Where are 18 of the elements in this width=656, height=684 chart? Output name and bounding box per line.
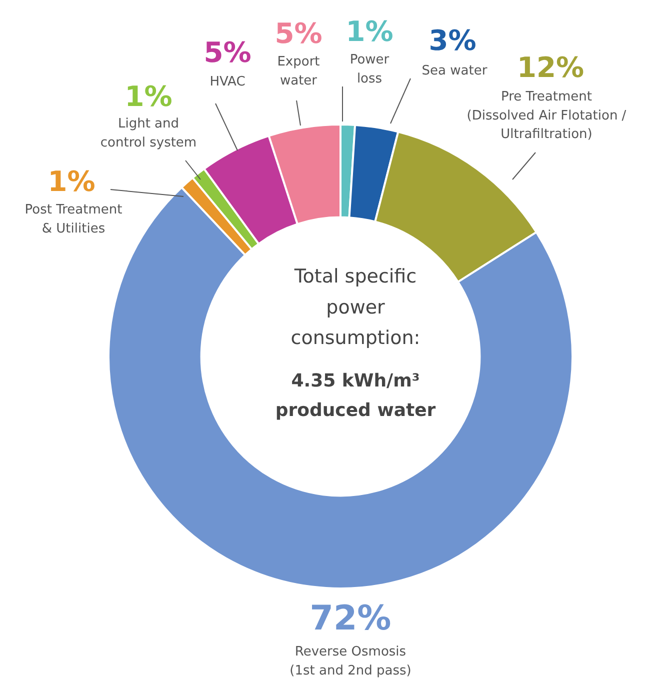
slice-label: Sea water xyxy=(422,64,488,78)
slice-label: Light and control system xyxy=(100,116,197,150)
data-label: 72% xyxy=(310,598,392,638)
slice-label: HVAC xyxy=(210,74,246,90)
text: Total specific power consumption: xyxy=(290,266,420,350)
text: 4.35 kWh/m³ produced water xyxy=(275,370,436,421)
slice-label: Pre Treatment (Dissolved Air Flotation / Ultrafiltration) xyxy=(466,90,627,142)
data-label: 5% xyxy=(204,36,252,69)
slice-label: Post Treatment & Utilities xyxy=(24,202,122,236)
data-label: 12% xyxy=(516,51,584,84)
data-label: 1% xyxy=(346,15,394,48)
data-label: 1% xyxy=(124,80,172,113)
slice-label: Export water xyxy=(277,54,320,88)
slice-label: Reverse Osmosis (1st and 2nd pass) xyxy=(290,644,412,678)
data-label: 3% xyxy=(428,24,476,57)
slice-label: Power loss xyxy=(350,52,390,86)
data-label: 1% xyxy=(48,165,96,198)
data-label: 5% xyxy=(274,17,322,50)
